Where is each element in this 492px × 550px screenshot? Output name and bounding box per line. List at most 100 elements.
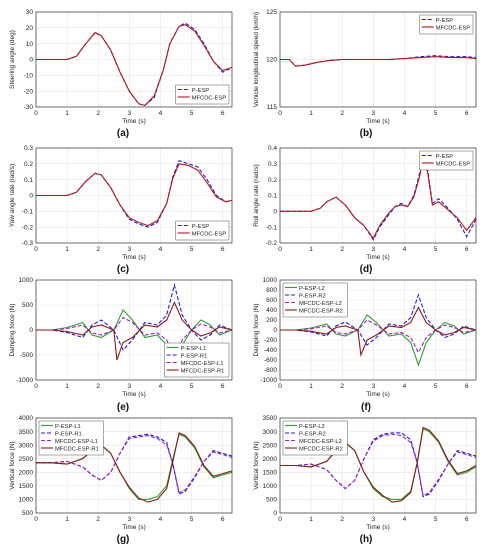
x-tick-label: 4 xyxy=(159,383,163,390)
panel-label: (d) xyxy=(360,264,373,275)
x-tick-label: 4 xyxy=(159,246,163,253)
x-tick-label: 6 xyxy=(221,110,225,117)
legend-box xyxy=(175,220,230,241)
y-tick-label: -200 xyxy=(264,337,277,344)
x-tick-label: 4 xyxy=(403,110,407,117)
series-line-3 xyxy=(280,319,477,354)
x-tick-label: 6 xyxy=(221,246,225,253)
y-tick-label: 4000 xyxy=(19,415,34,422)
legend-label: MFCDC-ESP-L1 xyxy=(181,361,224,367)
y-tick-label: 500 xyxy=(22,510,33,517)
legend-box xyxy=(419,150,474,171)
y-tick-label: -10 xyxy=(24,73,34,80)
y-axis-label: Steering angle (deg) xyxy=(9,30,16,89)
x-axis-label: Time (s) xyxy=(366,118,390,125)
legend-box xyxy=(282,420,348,456)
y-tick-label: 0 xyxy=(273,209,277,216)
series-line-2 xyxy=(280,56,477,67)
y-tick-label: -1000 xyxy=(16,377,33,384)
legend-label: MFCDC-ESP-L2 xyxy=(299,439,342,445)
x-tick-label: 2 xyxy=(96,383,100,390)
x-tick-label: 4 xyxy=(403,383,407,390)
y-tick-label: 115 xyxy=(267,104,278,111)
y-axis-label: Vertical force (N) xyxy=(253,441,260,489)
y-tick-label: -1000 xyxy=(260,377,277,384)
x-tick-label: 0 xyxy=(34,383,38,390)
y-tick-label: 1000 xyxy=(263,483,278,490)
y-tick-label: 800 xyxy=(266,287,277,294)
y-tick-label: 0.2 xyxy=(268,177,277,184)
y-tick-label: 120 xyxy=(266,57,277,64)
chart-panel-5: 0 1 2 3 4 5 6 -1000 -500 0 500 1000 Time (s) Damping … xyxy=(9,277,233,413)
series-line-2 xyxy=(280,293,477,346)
legend-label: MFCDC-ESP xyxy=(192,231,227,237)
legend-label: MFCDC-ESP-L2 xyxy=(299,301,342,307)
y-tick-label: -0.3 xyxy=(22,240,34,247)
x-tick-label: 1 xyxy=(309,516,313,523)
chart-panel-7: 0 1 2 3 4 5 6 500 1000 1500 2000 2500 3000 3500 4000 Ti… xyxy=(9,415,233,545)
x-axis-label: Time (s) xyxy=(122,524,146,531)
series-line-3 xyxy=(36,316,233,359)
x-tick-label: 0 xyxy=(278,383,282,390)
chart-panel-1: 0 1 2 3 4 5 6 -30 -20 -10 0 10 20 30 Time (s) Steering … xyxy=(9,9,233,139)
x-tick-label: 1 xyxy=(309,110,313,117)
legend-box xyxy=(164,342,230,378)
y-tick-label: 0.1 xyxy=(268,193,277,200)
x-axis-label: Time (s) xyxy=(366,524,390,531)
y-tick-label: 3000 xyxy=(19,442,34,449)
axes-frame xyxy=(35,417,233,514)
x-tick-label: 0 xyxy=(278,516,282,523)
y-tick-label: 3500 xyxy=(19,429,34,436)
legend-label: MFCDC-ESP xyxy=(192,95,227,101)
axes-frame xyxy=(279,417,477,514)
legend-label: MFCDC-ESP-R1 xyxy=(55,446,99,452)
y-tick-label: 1000 xyxy=(263,277,278,284)
x-tick-label: 5 xyxy=(434,246,438,253)
x-tick-label: 4 xyxy=(159,516,163,523)
y-tick-label: -0.2 xyxy=(266,240,278,247)
x-tick-label: 6 xyxy=(465,516,469,523)
legend-label: MFCDC-ESP-R1 xyxy=(181,368,225,374)
y-tick-label: -400 xyxy=(264,347,277,354)
x-tick-label: 2 xyxy=(340,110,344,117)
y-tick-label: 2000 xyxy=(19,469,34,476)
y-tick-label: -500 xyxy=(20,352,33,359)
x-tick-label: 3 xyxy=(372,246,376,253)
legend-box xyxy=(282,282,348,318)
y-tick-label: 0 xyxy=(29,327,33,334)
panel-label: (c) xyxy=(117,264,129,275)
x-tick-label: 2 xyxy=(96,110,100,117)
x-tick-label: 6 xyxy=(465,110,469,117)
y-tick-label: 0 xyxy=(29,57,33,64)
y-tick-label: 200 xyxy=(266,317,277,324)
x-tick-label: 1 xyxy=(65,516,69,523)
y-tick-label: 0 xyxy=(273,327,277,334)
series-line-1 xyxy=(36,309,233,378)
x-tick-label: 1 xyxy=(309,383,313,390)
series-line-1 xyxy=(280,314,477,367)
y-tick-label: -600 xyxy=(264,357,277,364)
y-tick-label: -0.2 xyxy=(22,224,34,231)
x-tick-label: 5 xyxy=(434,110,438,117)
axes-frame xyxy=(35,279,233,381)
y-axis-label: Damping force (N) xyxy=(9,303,16,356)
x-axis-label: Time (s) xyxy=(122,391,146,398)
panel-label: (f) xyxy=(361,402,371,413)
x-tick-label: 1 xyxy=(65,110,69,117)
x-tick-label: 2 xyxy=(340,383,344,390)
y-tick-label: 0.3 xyxy=(24,145,33,152)
y-tick-label: 0.2 xyxy=(24,161,33,168)
legend-label: P-ESP xyxy=(436,18,454,24)
legend-label: P-ESP xyxy=(192,88,210,94)
x-tick-label: 6 xyxy=(221,383,225,390)
panel-label: (b) xyxy=(360,128,373,139)
x-tick-label: 5 xyxy=(434,516,438,523)
legend-label: MFCDC-ESP-R2 xyxy=(299,308,343,314)
series-line-2 xyxy=(36,282,233,351)
y-tick-label: 2500 xyxy=(263,442,278,449)
x-tick-label: 4 xyxy=(403,516,407,523)
